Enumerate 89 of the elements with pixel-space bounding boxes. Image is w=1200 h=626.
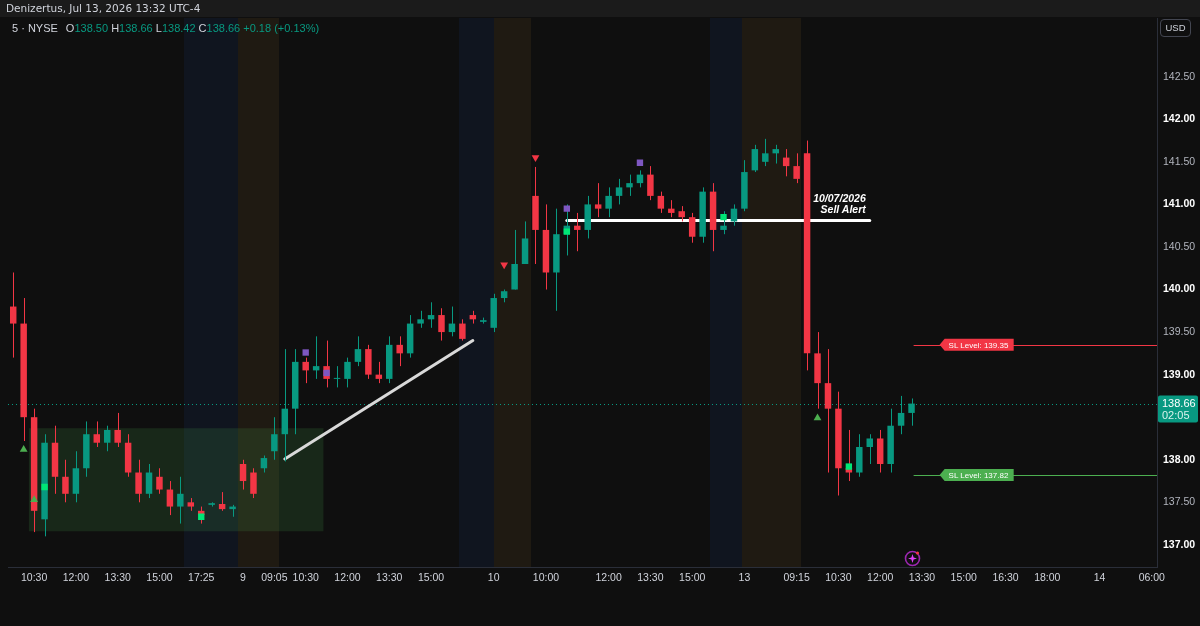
candlestick	[793, 152, 800, 184]
candlestick	[218, 491, 226, 512]
y-tick-label: 140.00	[1163, 282, 1196, 295]
x-tick-label: 13:30	[376, 571, 403, 584]
x-tick-label: 17:25	[188, 571, 215, 584]
candlestick	[396, 335, 403, 367]
x-tick-label: 12:00	[62, 571, 90, 584]
candlestick	[574, 212, 581, 252]
y-tick-label: 137.50	[1163, 495, 1196, 508]
x-tick-label: 14	[1093, 571, 1106, 584]
ref-line-label: 138.66	[1162, 396, 1196, 409]
candlestick	[626, 174, 633, 197]
candlestick	[156, 467, 163, 495]
point	[302, 349, 309, 356]
y-tick-label: 140.50	[1163, 239, 1196, 252]
x-tick-label: 06:00	[1138, 571, 1166, 584]
point	[813, 413, 822, 421]
y-tick-label: 139.00	[1163, 367, 1196, 380]
ref-line-label: SL Level: 139.35	[948, 340, 1009, 350]
x-tick-label: 13:30	[104, 571, 131, 584]
candlestick	[93, 420, 101, 448]
x-tick-label: 16:30	[992, 571, 1019, 584]
candlestick	[302, 357, 309, 384]
candlestick	[333, 365, 341, 388]
x-tick-label: 13:30	[637, 571, 664, 584]
candlestick	[751, 144, 759, 173]
y-tick-label: 141.00	[1163, 197, 1196, 210]
text: Denizertus, Jul 13, 2026 13:32 UTC-4	[6, 2, 201, 15]
candlestick	[615, 178, 623, 205]
x-tick-label: 15:00	[417, 571, 445, 584]
candlestick	[9, 272, 17, 359]
candlestick	[354, 335, 362, 367]
point	[41, 483, 48, 491]
candlestick	[114, 412, 121, 448]
x-tick-label: 10:30	[292, 571, 319, 584]
chart-title: 5 · NYSE	[12, 22, 58, 34]
candlestick	[271, 416, 278, 461]
ref-line-label: SL Level: 137.82	[948, 470, 1009, 480]
candlestick	[177, 476, 184, 525]
candlestick	[239, 459, 247, 491]
point	[19, 445, 28, 452]
y-tick-label: 141.50	[1163, 154, 1196, 167]
x-tick-label: 13:30	[908, 571, 936, 584]
text: 02:05	[1162, 408, 1190, 421]
x-tick-label: 10:30	[20, 571, 48, 584]
y-tick-label: 137.00	[1163, 537, 1196, 550]
x-tick-label: 18:00	[1034, 571, 1061, 584]
x-tick-label: 15:00	[146, 571, 173, 584]
x-tick-label: 12:00	[867, 571, 894, 584]
candlestick	[594, 182, 602, 218]
y-tick-label: 142.50	[1163, 69, 1196, 82]
y-tick-label: 138.00	[1163, 452, 1196, 465]
point	[720, 213, 727, 221]
candlestick	[657, 191, 665, 214]
series-label: 10/07/2026 Sell Alert	[813, 192, 867, 216]
candlestick	[720, 210, 727, 235]
candlestick	[250, 467, 257, 499]
candlestick	[762, 138, 769, 167]
x-tick-label: 09:15	[783, 571, 810, 584]
candlestick	[166, 480, 174, 516]
point	[563, 205, 571, 212]
x-tick-label: 13	[738, 571, 751, 584]
x-tick-label: 9	[240, 571, 247, 584]
candlestick	[135, 459, 142, 503]
x-tick-label: 12:00	[595, 571, 622, 584]
x-tick-label: 15:00	[950, 571, 978, 584]
x-tick-label: 10	[487, 571, 500, 584]
candlestick	[103, 425, 111, 452]
candlestick	[459, 318, 466, 342]
text: USD	[1160, 19, 1191, 37]
candlestick	[62, 459, 69, 503]
candlestick	[605, 186, 612, 218]
x-tick-label: 12:00	[334, 571, 361, 584]
x-tick-label: 09:05	[261, 571, 288, 584]
candlestick	[438, 307, 445, 342]
candlestick	[145, 463, 153, 499]
point	[531, 155, 540, 163]
chart-subtitle: O138.50 H138.66 L138.42 C138.66 +0.18 (+0.13%)	[65, 22, 320, 34]
point	[845, 463, 853, 470]
candlestick	[344, 357, 351, 388]
candlestick	[688, 212, 696, 244]
y-tick-label: 139.50	[1163, 324, 1196, 337]
x-tick-label: 10:30	[825, 571, 852, 584]
x-tick-label: 15:00	[679, 571, 706, 584]
y-tick-label: 142.00	[1163, 112, 1196, 125]
candlestick	[866, 433, 873, 465]
candlestick	[647, 165, 654, 201]
x-tick-label: 10:00	[532, 571, 560, 584]
point	[30, 495, 39, 503]
